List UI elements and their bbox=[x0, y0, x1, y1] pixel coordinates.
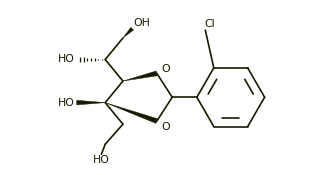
Polygon shape bbox=[123, 71, 157, 81]
Polygon shape bbox=[105, 103, 158, 123]
Text: O: O bbox=[161, 122, 170, 132]
Polygon shape bbox=[123, 27, 134, 38]
Text: HO: HO bbox=[58, 98, 75, 108]
Polygon shape bbox=[77, 100, 105, 105]
Text: OH: OH bbox=[134, 18, 151, 28]
Text: HO: HO bbox=[58, 54, 75, 65]
Text: HO: HO bbox=[93, 155, 110, 165]
Text: O: O bbox=[161, 64, 170, 74]
Text: Cl: Cl bbox=[205, 19, 215, 29]
